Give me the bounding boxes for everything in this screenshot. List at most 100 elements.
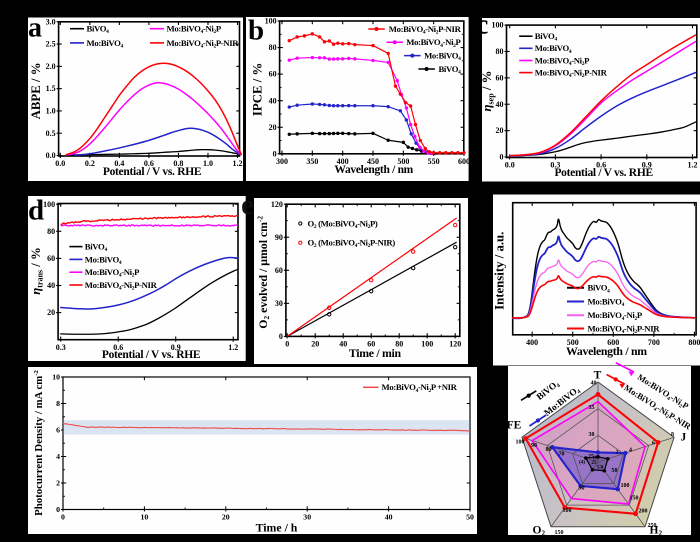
svg-text:0.9: 0.9 [642,161,652,170]
svg-text:150: 150 [555,530,564,536]
svg-text:Mo:BiVO4​-Ni2​P: Mo:BiVO4​-Ni2​P [406,37,461,49]
svg-text:T: T [594,370,602,382]
svg-text:10: 10 [141,513,149,522]
svg-text:90: 90 [531,443,537,449]
svg-text:8: 8 [671,432,674,438]
svg-text:50: 50 [579,486,585,492]
svg-text:1.2: 1.2 [228,343,238,352]
svg-text:Mo:BiVO4​: Mo:BiVO4​ [535,43,572,55]
svg-text:0: 0 [56,505,60,514]
svg-text:550: 550 [428,157,440,166]
svg-text:0: 0 [61,513,65,522]
svg-text:2.0: 2.0 [46,62,56,71]
svg-text:BiVO4​: BiVO4​ [588,283,611,295]
svg-text:30: 30 [275,299,283,308]
svg-text:ηsep / %: ηsep / % [480,71,496,112]
svg-text:0.8: 0.8 [173,159,183,168]
svg-text:80: 80 [546,447,552,453]
svg-text:90: 90 [275,233,283,242]
svg-text:2: 2 [56,479,60,488]
svg-text:Mo:BiVO4​-Ni2​P-NIR: Mo:BiVO4​-Ni2​P-NIR [85,280,158,292]
svg-text:600: 600 [607,338,619,347]
svg-text:0.9: 0.9 [171,343,181,352]
svg-text:0.6: 0.6 [596,161,606,170]
svg-text:100: 100 [43,200,55,209]
svg-text:60: 60 [47,254,55,263]
svg-text:J: J [681,432,687,444]
svg-text:20: 20 [222,513,230,522]
svg-text:0: 0 [285,340,289,349]
svg-text:80: 80 [395,340,403,349]
svg-text:Mo:BiVO4​: Mo:BiVO4​ [588,296,625,308]
svg-text:25: 25 [591,460,597,466]
svg-text:60: 60 [496,73,504,82]
svg-text:20: 20 [269,123,277,132]
svg-text:250: 250 [648,523,657,529]
svg-text:100: 100 [516,440,525,446]
svg-text:80: 80 [496,47,504,56]
svg-text:120: 120 [449,340,461,349]
svg-text:4: 4 [629,448,632,454]
svg-text:50: 50 [466,513,474,522]
svg-text:0: 0 [273,149,277,158]
svg-text:1.0: 1.0 [203,159,213,168]
svg-text:0.0: 0.0 [505,161,515,170]
svg-text:Mo:BiVO4​: Mo:BiVO4​ [85,254,122,266]
svg-text:Mo:BiVO4​-Ni2​P: Mo:BiVO4​-Ni2​P [167,24,222,36]
svg-text:60: 60 [275,266,283,275]
svg-text:40: 40 [385,513,393,522]
svg-text:(0): (0) [593,456,599,461]
svg-text:40: 40 [591,381,597,387]
svg-text:Mo:BiVO4​-Ni2​P: Mo:BiVO4​-Ni2​P [535,55,590,67]
svg-text:Wavelength / nm: Wavelength / nm [566,344,647,358]
svg-text:0.2: 0.2 [85,159,95,168]
svg-text:0.0: 0.0 [55,159,65,168]
svg-text:Mo:BiVO4​-Ni2​P-NIR: Mo:BiVO4​-Ni2​P-NIR [588,323,661,335]
svg-text:100: 100 [621,483,630,489]
svg-text:4: 4 [56,452,60,461]
svg-text:BiVO4​: BiVO4​ [87,24,110,36]
svg-text:800: 800 [688,338,700,347]
svg-text:Mo:BiVO4​-Ni2​P-NIR: Mo:BiVO4​-Ni2​P-NIR [535,68,608,80]
svg-text:60: 60 [367,340,375,349]
svg-text:100: 100 [563,508,572,514]
svg-text:5.0: 5.0 [597,466,604,471]
svg-text:100: 100 [492,21,504,30]
svg-text:IPCE / %: IPCE / % [251,63,265,116]
svg-text:35: 35 [589,405,595,411]
svg-text:0.6: 0.6 [144,159,154,168]
svg-text:Mo:BiVO4​: Mo:BiVO4​ [87,38,124,50]
svg-text:d: d [28,194,44,226]
svg-text:600: 600 [458,157,470,166]
svg-text:150: 150 [630,496,639,502]
svg-text:Mo:BiVO4​-Ni2​P: Mo:BiVO4​-Ni2​P [588,310,643,322]
svg-text:40: 40 [339,340,347,349]
svg-text:Mo:BiVO4​-Ni2​P-NIR: Mo:BiVO4​-Ni2​P-NIR [389,24,462,36]
svg-text:FE: FE [507,420,522,432]
svg-text:1.2: 1.2 [233,159,243,168]
svg-text:0.6: 0.6 [113,343,123,352]
svg-text:25: 25 [588,454,594,460]
svg-text:0: 0 [279,332,283,341]
svg-text:c: c [476,9,489,41]
svg-text:40: 40 [496,100,504,109]
svg-text:70: 70 [559,452,565,458]
svg-text:0.3: 0.3 [550,161,560,170]
svg-text:1.0: 1.0 [46,107,56,116]
svg-text:1.2: 1.2 [687,161,697,170]
svg-text:ηtrans / %: ηtrans / % [29,247,45,295]
svg-text:500: 500 [567,338,579,347]
svg-text:2: 2 [616,451,619,456]
svg-text:6: 6 [652,441,655,447]
svg-text:2.5: 2.5 [46,40,56,49]
svg-text:0.5: 0.5 [46,129,56,138]
svg-text:80: 80 [269,43,277,52]
svg-text:0.0: 0.0 [46,151,56,160]
svg-text:Potential / V vs. RHE: Potential / V vs. RHE [554,167,653,179]
svg-text:BiVO4​: BiVO4​ [85,242,108,254]
svg-text:6: 6 [56,426,60,435]
svg-text:Mo:BiVO4​-Ni2​P +NIR: Mo:BiVO4​-Ni2​P +NIR [382,382,458,394]
svg-text:e: e [241,189,254,221]
svg-text:Photocurrent Density / mA cm-2: Photocurrent Density / mA cm-2​ [33,369,45,515]
svg-text:0.4: 0.4 [114,159,124,168]
